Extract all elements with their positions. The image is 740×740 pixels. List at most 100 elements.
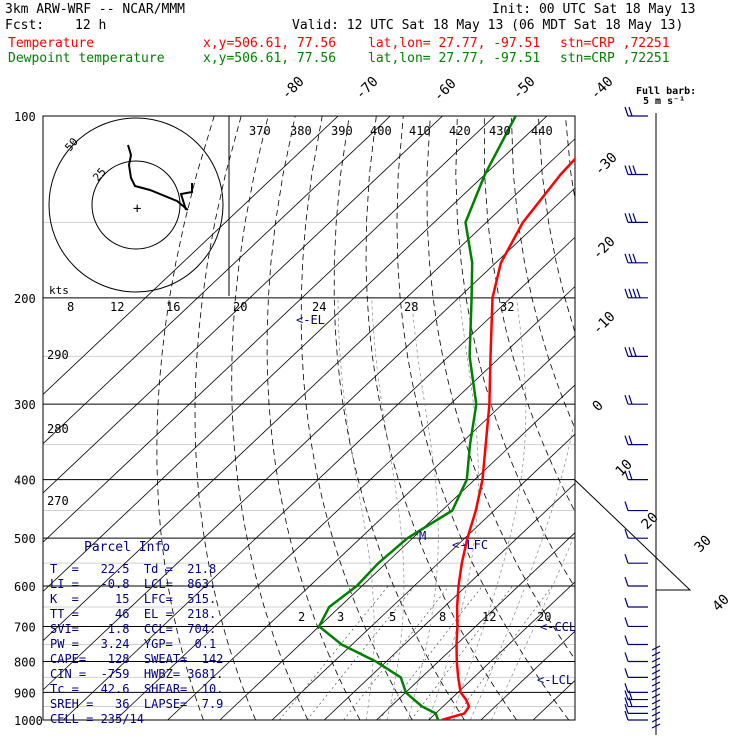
temperature-trace	[441, 157, 575, 720]
isotherm-line	[324, 482, 575, 720]
wind-barb	[624, 435, 648, 446]
isotherm-label: 0	[590, 398, 607, 415]
theta-e-label: 410	[409, 124, 431, 138]
wind-barb	[624, 528, 648, 539]
pressure-tick-label: 800	[14, 655, 36, 669]
theta-e-label: 440	[531, 124, 553, 138]
parcel-row: SREH = 36 LAPSE= 7.9	[50, 697, 224, 711]
pressure-tick-label: 200	[14, 292, 36, 306]
legend-temperature-station: stn=CRP ,72251	[560, 36, 670, 51]
legend-dewpoint-xy: x,y=506.61, 77.56	[203, 51, 337, 66]
wind-barb	[624, 470, 648, 481]
wind-key-title: Full barb:	[636, 86, 696, 97]
dry-adiabat-line	[231, 116, 309, 720]
isotherm-label: -20	[590, 234, 619, 263]
dry-adiabat-line	[674, 116, 740, 720]
mixing-ratio-line	[306, 585, 415, 720]
parcel-row: T = 22.5 Td = 21.8	[50, 562, 217, 576]
dewpoint-trace	[317, 116, 517, 720]
model-title: 3km ARW-WRF -- NCAR/MMM	[5, 2, 186, 17]
wind-barb-tick	[651, 681, 661, 687]
parcel-row: K = 15 LFC= 515.	[50, 592, 217, 606]
wind-barb-tick	[651, 705, 661, 711]
hodograph-ring	[91, 160, 181, 250]
wind-barb-tick	[651, 717, 661, 723]
ccl-marker: <-CCL	[540, 620, 576, 634]
wind-barb-tick	[651, 693, 661, 699]
theta-e-label: 400	[370, 124, 392, 138]
wind-barb-tick	[651, 669, 661, 675]
isotherm-line	[63, 236, 575, 720]
theta-e-label: 370	[249, 124, 271, 138]
dry-adiabat-line	[647, 116, 740, 720]
wind-barb-tick	[651, 645, 661, 651]
wind-barb	[624, 106, 648, 117]
parcel-row: CIN = -759 HWBZ= 3681.	[50, 667, 224, 681]
wind-barb	[624, 394, 648, 405]
mixing-ratio-label: 5	[389, 610, 396, 624]
hodograph-origin-marker: +	[133, 201, 141, 217]
wind-barb	[624, 165, 648, 176]
wind-barb-tick	[651, 723, 661, 729]
mixing-ratio-line	[343, 585, 450, 720]
hodo-speed-label: 16	[166, 300, 180, 314]
wind-barb	[624, 501, 648, 512]
pressure-tick-label: 1000	[14, 714, 43, 728]
dry-adiabat-line	[592, 116, 740, 720]
legend-dewpoint: Dewpoint temperature	[8, 51, 165, 66]
isotherm-line	[219, 384, 575, 720]
dry-adiabat-line	[619, 116, 740, 720]
theta-e-label: 390	[331, 124, 353, 138]
dry-adiabat-line	[701, 116, 740, 720]
wind-barb-tick	[651, 663, 661, 669]
isotherm-line	[428, 581, 575, 720]
wind-barb	[624, 347, 648, 357]
theta-e-label: 380	[290, 124, 312, 138]
legend-dewpoint-latlon: lat,lon= 27.77, -97.51	[368, 51, 541, 66]
pressure-tick-label: 500	[14, 532, 36, 546]
isotherm-label: 20	[639, 510, 662, 533]
isotherm-label: 10	[613, 457, 636, 480]
isotherm-label: -30	[592, 150, 621, 179]
isotherm-line	[43, 116, 391, 445]
wind-barb	[624, 213, 648, 223]
dry-adiabat-line	[300, 116, 413, 720]
dry-adiabat-line	[396, 116, 570, 720]
wind-barb	[624, 652, 648, 663]
isotherm-line	[585, 116, 740, 720]
hodo-speed-label: 20	[233, 300, 247, 314]
dry-adiabat-line	[511, 116, 575, 430]
mixing-ratio-label: 8	[439, 610, 446, 624]
theta-e-label: 420	[449, 124, 471, 138]
hodo-speed-label: 24	[312, 300, 326, 314]
parcel-row: CAPE= 128 SWEAT= 142	[50, 652, 224, 666]
dry-adiabat-line	[483, 116, 575, 513]
isotherm-line	[43, 116, 495, 543]
hodograph-ring-label: 50	[62, 135, 80, 154]
hodo-speed-label: 12	[110, 300, 124, 314]
wind-barb	[624, 553, 648, 564]
dry-adiabat-line	[333, 116, 465, 720]
wind-barb-tick	[651, 711, 661, 717]
wind-barb	[624, 697, 648, 708]
wind-barb	[624, 668, 648, 678]
wind-barb	[624, 704, 648, 714]
legend-temperature-latlon: lat,lon= 27.77, -97.51	[368, 36, 541, 51]
hodograph-ring	[48, 117, 224, 293]
moist-adiabat-line	[470, 414, 575, 720]
hodograph-ring-label: 25	[90, 165, 108, 184]
moist-adiabat-line	[337, 297, 375, 720]
theta-label: 280	[47, 422, 69, 436]
isotherm-label: -60	[431, 76, 460, 105]
parcel-row: Tc = 42.6 SHEAR= 10.	[50, 682, 224, 696]
wind-barb-tick	[651, 651, 661, 657]
isotherm-line	[271, 433, 575, 720]
legend-dewpoint-station: stn=CRP ,72251	[560, 51, 670, 66]
dry-adiabat-line	[194, 116, 256, 720]
dry-adiabat-line	[365, 116, 517, 720]
isotherm-line	[43, 116, 548, 592]
parcel-row: PW = 3.24 YGP= 0.1	[50, 637, 217, 651]
wind-barb-tick	[651, 657, 661, 663]
